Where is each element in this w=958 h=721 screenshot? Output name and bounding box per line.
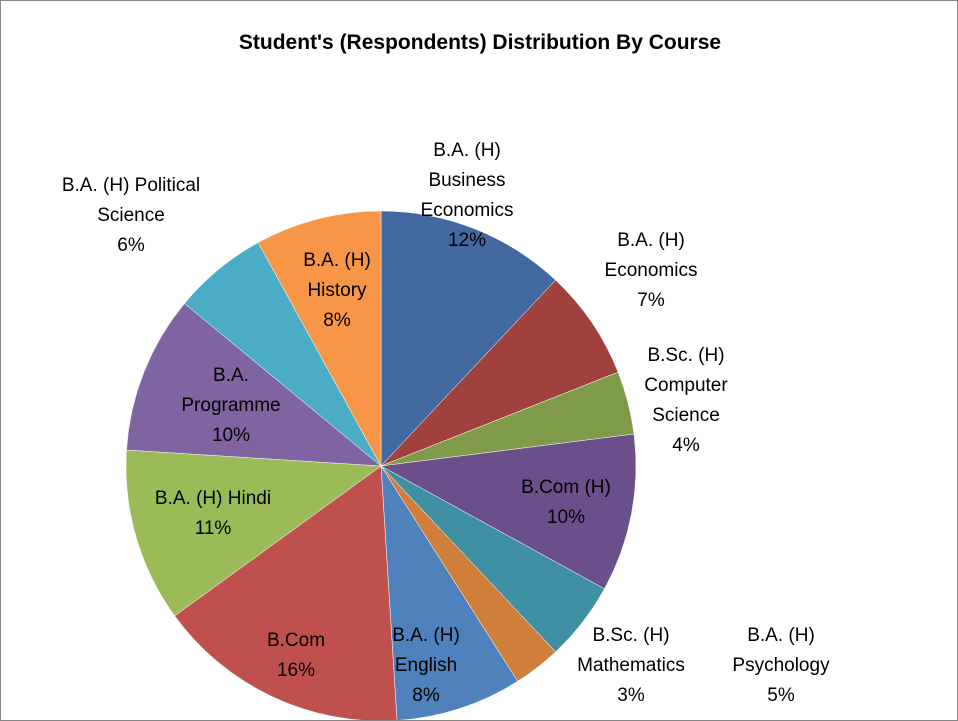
- slice-label: B.A. (H) Political Science 6%: [41, 171, 221, 261]
- category-label: B.A. (H) Hindi: [154, 488, 272, 509]
- category-label: B.A. (H) Political Science: [61, 175, 201, 226]
- value-label: 8%: [323, 310, 351, 331]
- pie-slice: [257, 210, 382, 467]
- slice-label: B.Com 16%: [251, 626, 341, 686]
- pie-slice: [380, 279, 619, 467]
- category-label: B.A. Programme: [181, 365, 281, 416]
- slice-label: B.Sc. (H) Mathematics 3%: [571, 621, 691, 711]
- slice-label: B.Sc. (H) Computer Science 4%: [626, 341, 746, 461]
- slice-label: B.A. (H) Psychology 5%: [726, 621, 836, 711]
- value-label: 10%: [211, 425, 251, 446]
- value-label: 10%: [546, 507, 586, 528]
- category-label: B.A. (H) Business Economics: [420, 140, 514, 221]
- slice-label: B.A. (H) Economics 7%: [596, 226, 706, 316]
- slice-label: B.A. (H) English 8%: [381, 621, 471, 711]
- category-label: B.Com (H): [521, 477, 611, 498]
- value-label: 4%: [672, 435, 700, 456]
- value-label: 6%: [117, 235, 145, 256]
- category-label: B.Sc. (H) Computer Science: [644, 345, 728, 426]
- category-label: B.Sc. (H) Mathematics: [577, 625, 685, 676]
- slice-label: B.Com (H) 10%: [501, 473, 631, 533]
- value-label: 16%: [276, 660, 316, 681]
- category-label: B.A. (H) History: [303, 250, 371, 301]
- category-label: B.A. (H) English: [392, 625, 460, 676]
- pie-slice: [380, 433, 637, 590]
- value-label: 8%: [412, 685, 440, 706]
- slice-label: B.A. (H) Business Economics 12%: [412, 136, 522, 256]
- slice-label: B.A. Programme 10%: [176, 361, 286, 451]
- value-label: 7%: [637, 290, 665, 311]
- value-label: 12%: [447, 230, 487, 251]
- category-label: B.A. (H) Economics: [604, 230, 698, 281]
- value-label: 11%: [194, 518, 232, 539]
- pie-slice: [380, 465, 518, 720]
- pie-slice: [380, 210, 556, 467]
- slice-label: B.A. (H) History 8%: [292, 246, 382, 336]
- value-label: 3%: [617, 685, 645, 706]
- category-label: B.Com: [266, 630, 326, 651]
- value-label: 5%: [767, 685, 795, 706]
- chart-title: Student's (Respondents) Distribution By …: [238, 31, 722, 54]
- pie-slice: [125, 449, 382, 617]
- slice-label: B.A. (H) Hindi 11%: [133, 484, 293, 544]
- pie-slice: [126, 303, 382, 467]
- category-label: B.A. (H) Psychology: [732, 625, 830, 676]
- pie-slice: [174, 465, 398, 720]
